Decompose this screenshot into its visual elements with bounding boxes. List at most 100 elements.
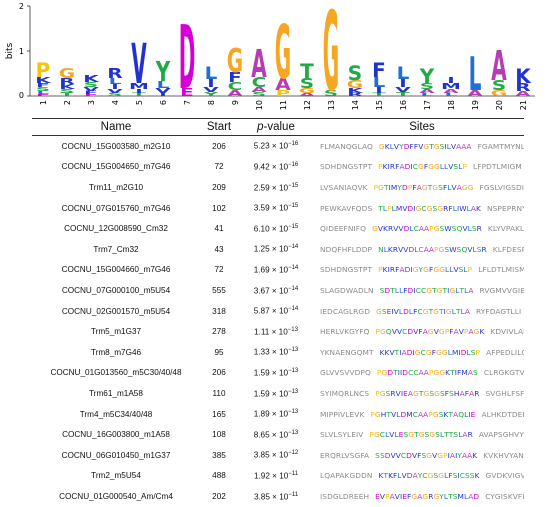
row-pvalue-exponent: −12 xyxy=(288,450,299,457)
logo-xtick: 4 xyxy=(111,100,120,105)
logo-letter: I xyxy=(135,88,142,94)
row-name: COCNU_02G001570_m5U54 xyxy=(61,306,171,316)
table-row: Trm8_m7G46 95 1.33 × 10−13 YKNAENGQMT KKVTIA… xyxy=(32,342,524,363)
logo-letter: G xyxy=(227,43,243,80)
table-row: COCNU_15G004660_m7G46 72 1.69 × 10−14 SDHDN… xyxy=(32,260,524,281)
row-start: 555 xyxy=(212,285,226,295)
row-pvalue-exponent: −11 xyxy=(288,470,299,477)
logo-letter: E xyxy=(84,94,98,97)
row-left-flank: HERLVKGYFQ xyxy=(320,327,370,337)
row-left-flank: SDHDNGSTPT xyxy=(320,162,373,172)
row-site: EVPAVIEFGAGRGYLTSMLAD xyxy=(375,491,480,501)
row-name: Trm2_m5U54 xyxy=(91,471,141,481)
row-pvalue-mantissa: 2.59 xyxy=(253,183,270,193)
row-pvalue: 1.92 × 10−11 xyxy=(238,466,314,487)
row-start: 72 xyxy=(214,162,224,172)
row-pvalue-exponent: −15 xyxy=(288,223,299,230)
logo-xtick: 9 xyxy=(231,100,240,105)
logo-letter: Y xyxy=(202,91,218,97)
row-left-flank: PEWKAVFQDS xyxy=(320,203,373,213)
logo-letter: A xyxy=(251,86,267,94)
logo-letter: S xyxy=(420,81,434,91)
logo-xtick: 7 xyxy=(183,100,192,105)
row-sites: MIPPIVLEVK PGHTVLDMCAAPGSKTAQLIE ALHKDTDEP… xyxy=(314,404,524,425)
logo-letter: P xyxy=(36,59,51,82)
logo-xtick: 5 xyxy=(135,100,144,105)
row-pvalue-times: × 10 xyxy=(269,389,289,399)
logo-letter: K xyxy=(83,73,100,85)
row-pvalue-mantissa: 1.69 xyxy=(253,265,270,275)
row-left-flank: ISDGLDREEH xyxy=(320,491,370,501)
logo-letter: E xyxy=(36,94,50,97)
row-sites: PEWKAVFQDS TLPLMVDIGCGSGRFLIWLAK NSPEPRNYL… xyxy=(314,198,524,219)
row-pvalue-times: × 10 xyxy=(269,286,289,296)
row-pvalue-exponent: −11 xyxy=(288,491,299,498)
logo-axes: 0 1 2 bits xyxy=(5,2,535,100)
logo-letter: A xyxy=(443,88,459,94)
row-pvalue-exponent: −16 xyxy=(288,141,299,148)
logo-letter: A xyxy=(251,43,267,87)
row-site: PGHTVLDMCAAPGSKTAQLIE xyxy=(370,409,476,419)
row-sites: HERLVKGYFQ PGQVVCDVFAGVGPFAVPAGK KDVIVLAND… xyxy=(314,321,524,342)
row-start: 108 xyxy=(212,430,226,440)
logo-letter: M xyxy=(129,81,149,91)
row-pvalue-exponent: −14 xyxy=(288,285,299,292)
row-name: COCNU_12G008590_Cm32 xyxy=(64,224,168,234)
row-pvalue-mantissa: 1.33 xyxy=(253,348,270,358)
row-pvalue-mantissa: 3.67 xyxy=(253,286,270,296)
row-start: 385 xyxy=(212,450,226,460)
logo-ytick-1: 1 xyxy=(19,47,24,56)
header-pvalue-rest: -value xyxy=(263,121,295,133)
logo-letter: V xyxy=(107,88,123,94)
row-site: PGCLVLESGTGSGSLTTSLAR xyxy=(369,430,473,440)
row-pvalue-times: × 10 xyxy=(269,224,289,234)
row-start: 110 xyxy=(212,388,226,398)
logo-letter: I xyxy=(447,75,454,85)
row-pvalue-times: × 10 xyxy=(269,409,289,419)
row-left-flank: QIDEEFNIFQ xyxy=(320,224,367,234)
row-pvalue-exponent: −13 xyxy=(288,347,299,354)
row-pvalue-times: × 10 xyxy=(269,492,289,502)
logo-xtick: 13 xyxy=(327,100,336,110)
row-start: 202 xyxy=(212,491,226,501)
row-name: COCNU_15G004660_m7G46 xyxy=(61,265,171,275)
row-sites: SYIMQRLNCS PGSRVIEAGTGSGSFSHAFAR SVGHLFSFE… xyxy=(314,383,524,404)
logo-letter: S xyxy=(84,81,98,89)
table-row: Trm2_m5U54 488 1.92 × 10−11 LQAPAKGDDN KTKFL… xyxy=(32,466,524,487)
row-pvalue-times: × 10 xyxy=(269,430,289,440)
logo-letter: G xyxy=(275,10,291,96)
logo-xtick: 14 xyxy=(351,100,360,110)
table-row: COCNU_16G003800_m1A58 108 8.65 × 10−13 SLVL… xyxy=(32,424,524,445)
row-pvalue-times: × 10 xyxy=(269,471,289,481)
logo-letter: L xyxy=(37,91,50,96)
row-name: COCNU_01G013560_m5C30/40/48 xyxy=(50,368,182,378)
logo-letter: V xyxy=(131,33,147,97)
row-site: KKVTIADIGCGFGGLMIDLSP xyxy=(379,347,481,357)
row-start: 318 xyxy=(212,306,226,316)
table-row: Trm4_m5C34/40/48 165 1.89 × 10−13 MIPPIVLEV… xyxy=(32,404,524,425)
table-row: COCNU_06G010450_m1G37 385 3.85 × 10−12 ERQR… xyxy=(32,445,524,466)
row-left-flank: LVSANIAQVK xyxy=(320,182,368,192)
logo-letter: G xyxy=(299,87,315,95)
table-row: COCNU_07G015760_m7G46 102 3.59 × 10−15 PEWK… xyxy=(32,198,524,219)
row-left-flank: NDQFHFLDDP xyxy=(320,244,373,254)
row-name: Trm61_m1A58 xyxy=(89,388,143,398)
row-pvalue: 1.11 × 10−13 xyxy=(238,321,314,342)
row-sites: SLAGDWADLN SDTLLFDICCGTGTIGLTLA RVGMVVGIEM xyxy=(314,280,524,301)
logo-letter: L xyxy=(205,65,218,84)
row-pvalue: 3.59 × 10−15 xyxy=(238,198,314,219)
row-pvalue-times: × 10 xyxy=(269,162,289,172)
row-pvalue-mantissa: 1.11 xyxy=(254,327,270,337)
row-pvalue-mantissa: 1.59 xyxy=(253,389,270,399)
logo-letter: A xyxy=(491,42,506,90)
row-site: PGSRVIEAGTGSGSFSHAFAR xyxy=(375,388,480,398)
logo-letter: G xyxy=(59,66,75,82)
row-sites: LQAPAKGDDN KTKFLVDAYCGSGLFSICSSK GVDKVIGVE… xyxy=(314,466,524,487)
row-name: COCNU_15G004650_m7G46 xyxy=(61,162,171,172)
logo-letter: I xyxy=(207,77,214,90)
row-left-flank: SYIMQRLNCS xyxy=(320,388,370,398)
row-pvalue: 2.59 × 10−15 xyxy=(238,177,314,198)
table-row: Trm7_Cm32 43 1.25 × 10−14 NDQFHFLDDP NLKRVVD… xyxy=(32,239,524,260)
row-sites: SDHDNGSTPT PKIRFADICGFGGLLVSLP LFPDTLMIGM xyxy=(314,157,524,178)
